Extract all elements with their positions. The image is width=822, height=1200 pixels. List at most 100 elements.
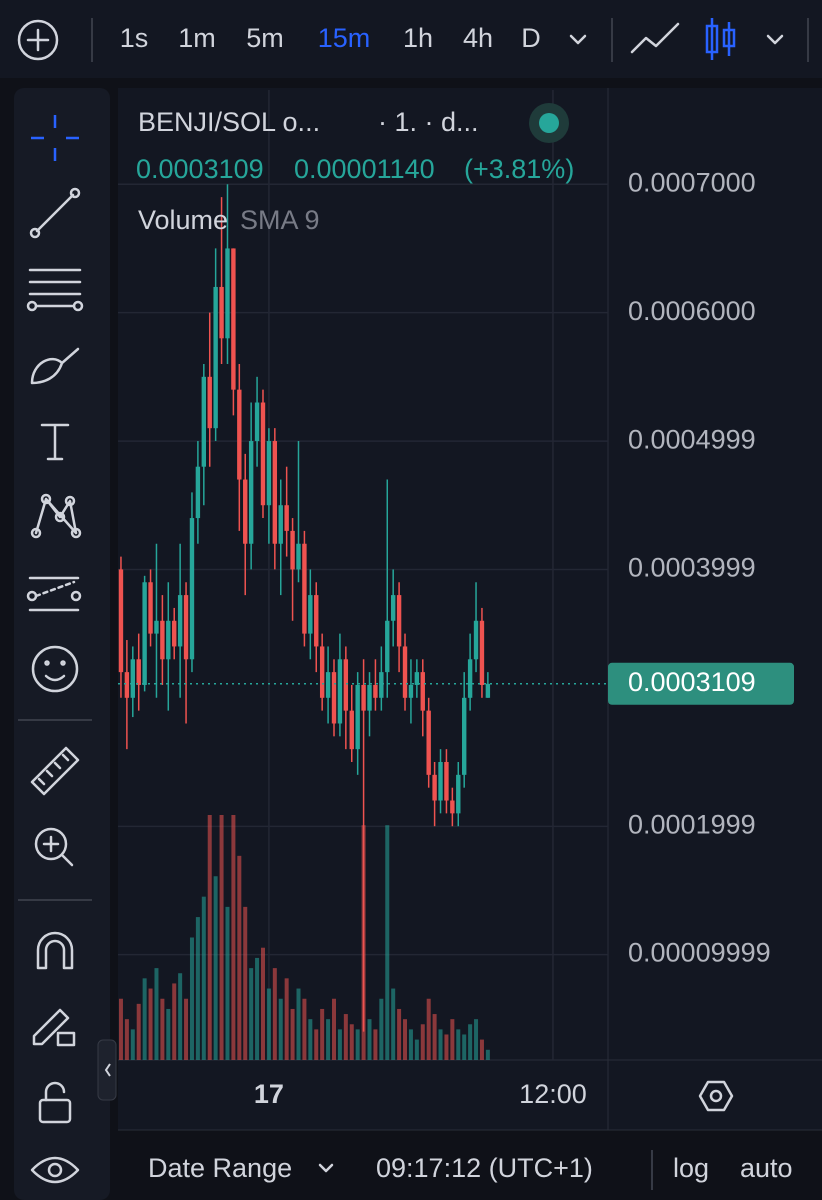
indicator-name[interactable]: Volume [138,205,228,235]
candle-body [461,697,467,775]
time-axis-label: 12:00 [519,1079,587,1109]
timeframe-button[interactable]: 5m [246,23,284,53]
volume-bar [349,1024,354,1060]
volume-bar [154,968,159,1060]
candle-body [432,774,437,801]
candle-body [390,595,396,621]
volume-bar [314,1029,319,1060]
top-bar [0,0,822,78]
candle-body [272,441,278,544]
candle-body [237,389,242,480]
timeframe-button[interactable]: 1h [403,23,433,53]
volume-bar [337,1029,342,1060]
volume-bar [213,876,218,1060]
volume-bar [379,998,384,1060]
line-style-button[interactable] [630,22,680,54]
legend-change-pct: (+3.81%) [464,154,574,184]
price-axis-label: 0.0004999 [628,424,756,454]
market-status-dot [539,113,559,133]
volume-bar [160,998,165,1060]
volume-bar [178,973,183,1060]
timeframe-button[interactable]: 4h [463,23,493,53]
fib-tool[interactable] [26,268,84,312]
volume-bar [438,1029,443,1060]
candle-body [308,595,313,634]
chart-panel [118,88,822,1130]
volume-bar [385,825,390,1060]
volume-bar [249,968,254,1060]
volume-bar [284,978,289,1060]
timeframe-button[interactable]: 1m [178,23,216,53]
volume-bar [373,1029,378,1060]
volume-bar [201,896,206,1060]
timeframe-button[interactable]: D [521,23,541,53]
volume-bar [450,1019,455,1060]
volume-bar [225,906,230,1060]
candle-body [414,672,420,685]
chart-style-menu[interactable] [766,34,784,45]
timeframe-button[interactable]: 1s [120,23,149,53]
symbol[interactable]: BENJI/SOL o... [138,107,320,137]
trend-line-tool[interactable] [29,187,81,239]
volume-bar [326,1019,331,1060]
volume-bar [142,978,147,1060]
candle-body [296,543,301,570]
log-toggle[interactable]: log [673,1153,709,1183]
hide-tool[interactable] [30,1156,80,1184]
lock-drawings-tool[interactable] [32,1008,76,1047]
volume-bar [296,988,301,1060]
lock-tool[interactable] [38,1081,72,1124]
timeframe-menu[interactable] [569,34,587,45]
ruler-tool[interactable] [30,746,80,796]
candle-body [467,659,473,698]
volume-bar [195,917,200,1060]
volume-bar [136,1003,141,1060]
timeframe-button[interactable]: 15m [318,23,371,53]
candle-body [349,710,354,750]
volume-bar [148,988,153,1060]
candle-body [314,595,319,647]
text-tool[interactable] [40,423,70,461]
candle-style-button[interactable] [705,18,736,60]
zoom-tool[interactable] [34,827,74,867]
prediction-tool[interactable] [26,576,82,612]
volume-bar [290,1008,295,1060]
volume-bar [231,815,236,1060]
legend-change: 0.00001140 [294,154,435,184]
candle-body [201,376,207,467]
time-axis-label: 17 [254,1079,284,1109]
settings-button[interactable] [698,1080,734,1112]
pattern-tool[interactable] [30,493,82,539]
candle-body [225,248,230,339]
candle-body [248,441,254,544]
volume-bar [355,1029,360,1060]
candle-body [302,543,307,634]
volume-bar [189,937,194,1060]
magnet-tool[interactable] [36,931,74,970]
volume-bar [266,988,271,1060]
volume-bar [414,1039,419,1060]
add-symbol-button[interactable] [17,19,59,61]
candle-body [373,684,378,698]
candle-body [355,684,360,750]
volume-bar [456,1029,461,1060]
candle-body [337,659,343,724]
candle-body [213,286,218,429]
candle-body [343,659,349,711]
brush-tool[interactable] [30,347,80,385]
volume-bar [118,998,123,1060]
candle-body [396,595,402,647]
last-price-label: 0.0003109 [628,667,756,697]
emoji-tool[interactable] [31,645,79,693]
candle-body [367,684,372,711]
last-price-tag [608,662,794,705]
volume-bar [397,1008,402,1060]
volume-bar [420,1024,425,1060]
date-range-button[interactable]: Date Range [148,1153,292,1183]
volume-bar [408,1029,413,1060]
timeframes: 1s 1m 5m 15m 1h 4h D [120,23,541,53]
volume-bar [172,983,177,1060]
crosshair-tool[interactable] [31,115,79,161]
auto-toggle[interactable]: auto [740,1153,793,1183]
